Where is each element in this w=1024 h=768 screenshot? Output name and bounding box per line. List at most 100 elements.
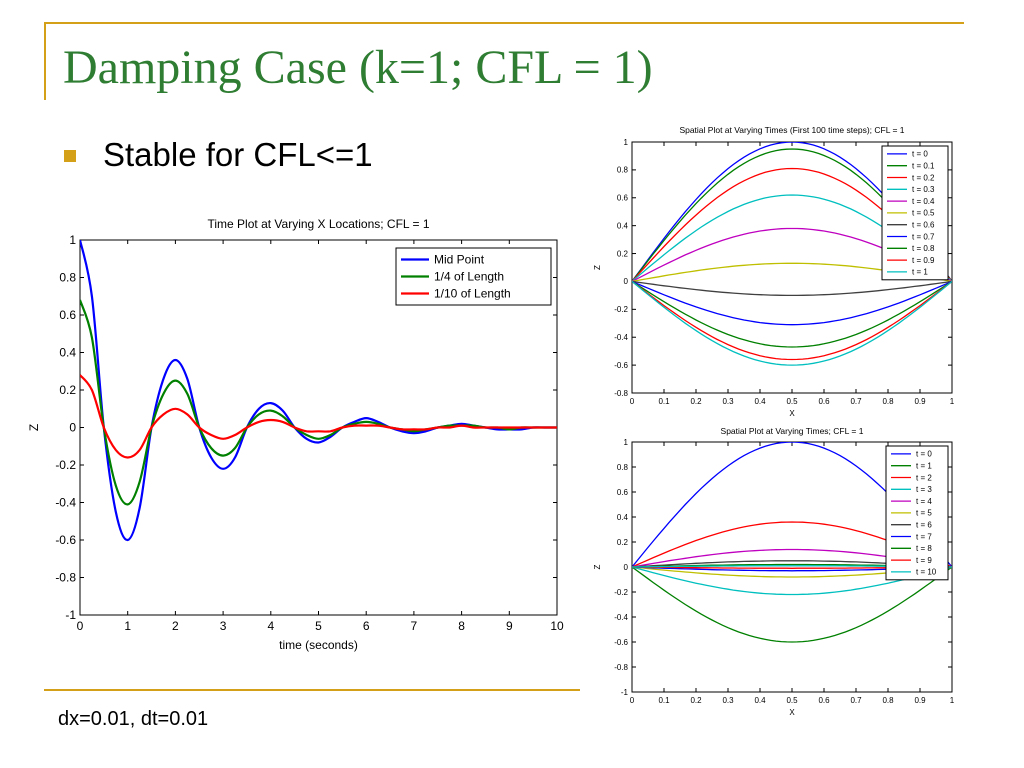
legend-label: t = 6	[916, 521, 932, 530]
time-plot-panel: Time Plot at Varying X Locations; CFL = …	[27, 212, 580, 662]
legend-label: t = 0.5	[912, 209, 935, 218]
legend-label: t = 10	[916, 568, 937, 577]
x-tick-label: 0	[630, 397, 635, 406]
y-tick-label: -0.8	[614, 389, 628, 398]
legend-label: t = 1	[912, 268, 928, 277]
legend-label: t = 3	[916, 485, 932, 494]
footer-divider	[44, 689, 580, 691]
x-tick-label: 0.8	[882, 696, 894, 705]
x-tick-label: 0.7	[850, 397, 862, 406]
x-tick-label: 3	[220, 619, 227, 633]
slide-title: Damping Case (k=1; CFL = 1)	[63, 41, 653, 94]
y-tick-label: -1	[621, 688, 629, 697]
y-tick-label: 0.6	[59, 308, 76, 322]
x-tick-label: 1	[124, 619, 131, 633]
y-tick-label: -1	[65, 608, 76, 622]
x-axis-label: X	[789, 708, 795, 717]
y-tick-label: 0	[624, 563, 629, 572]
x-tick-label: 0.2	[690, 696, 702, 705]
x-tick-label: 0.3	[722, 696, 734, 705]
chart-title: Time Plot at Varying X Locations; CFL = …	[208, 217, 430, 231]
series-line-2	[632, 566, 952, 643]
y-tick-label: 0.4	[59, 346, 76, 360]
x-tick-label: 0.4	[754, 397, 766, 406]
y-tick-label: -0.6	[55, 533, 76, 547]
x-tick-label: 0.5	[786, 696, 798, 705]
legend-label: t = 0.3	[912, 185, 935, 194]
x-tick-label: 0.7	[850, 696, 862, 705]
y-tick-label: 0.8	[59, 271, 76, 285]
y-tick-label: -0.6	[614, 638, 628, 647]
y-tick-label: 0.4	[617, 221, 629, 230]
y-tick-label: 0.2	[617, 538, 629, 547]
y-axis-label: Z	[593, 265, 602, 270]
legend-label: t = 0.7	[912, 232, 935, 241]
legend-label: t = 0.8	[912, 244, 935, 253]
y-tick-label: 0	[69, 421, 76, 435]
x-tick-label: 0.9	[914, 696, 926, 705]
chart-title: Spatial Plot at Varying Times (First 100…	[679, 125, 904, 135]
spatial-plot-chart: Spatial Plot at Varying Times; CFL = 1 0 0…	[593, 426, 955, 717]
x-tick-label: 0.5	[786, 397, 798, 406]
legend-label: t = 0	[912, 150, 928, 159]
time-plot-chart: Time Plot at Varying X Locations; CFL = …	[27, 217, 564, 652]
x-tick-label: 6	[363, 619, 370, 633]
legend-label: t = 0	[916, 450, 932, 459]
y-tick-label: 0.2	[59, 383, 76, 397]
legend-label: 1/4 of Length	[434, 270, 504, 284]
y-tick-label: 1	[69, 233, 76, 247]
title-accent-vertical	[44, 22, 46, 100]
legend-label: t = 0.1	[912, 162, 935, 171]
y-tick-label: 1	[624, 138, 629, 147]
y-tick-label: -0.4	[55, 496, 76, 510]
legend-label: t = 0.6	[912, 221, 935, 230]
y-tick-label: -0.6	[614, 361, 628, 370]
title-accent-horizontal	[44, 22, 964, 24]
y-tick-label: -0.4	[614, 333, 628, 342]
chart-title: Spatial Plot at Varying Times; CFL = 1	[721, 426, 864, 436]
series-line-10	[632, 280, 952, 361]
series-line-7	[632, 280, 952, 297]
y-tick-label: 0.2	[617, 249, 629, 258]
spatial-plot-100-steps-chart: Spatial Plot at Varying Times (First 100…	[593, 125, 955, 418]
legend-label: t = 7	[916, 532, 932, 541]
series-line-11	[632, 280, 952, 366]
x-tick-label: 0	[77, 619, 84, 633]
x-axis-label: time (seconds)	[279, 638, 358, 652]
x-tick-label: 7	[411, 619, 418, 633]
series-line-2	[80, 299, 557, 506]
legend-label: t = 0.2	[912, 173, 935, 182]
x-tick-label: 0.9	[914, 397, 926, 406]
x-tick-label: 10	[550, 619, 564, 633]
y-axis-label: Z	[28, 424, 41, 431]
y-tick-label: -0.2	[55, 458, 76, 472]
series-line-8	[632, 280, 952, 326]
x-tick-label: 0.3	[722, 397, 734, 406]
legend-label: t = 0.4	[912, 197, 935, 206]
y-tick-label: 0.8	[617, 463, 629, 472]
y-tick-label: 0.6	[617, 194, 629, 203]
x-tick-label: 0.1	[658, 397, 670, 406]
x-tick-label: 0.6	[818, 696, 830, 705]
x-tick-label: 0.2	[690, 397, 702, 406]
y-tick-label: 0	[624, 277, 629, 286]
bullet-square-icon	[64, 150, 76, 162]
legend-label: Mid Point	[434, 253, 485, 267]
legend-label: t = 4	[916, 497, 932, 506]
x-tick-label: 9	[506, 619, 513, 633]
legend-label: t = 5	[916, 509, 932, 518]
series-line-4	[632, 566, 952, 596]
y-tick-label: 0.4	[617, 513, 629, 522]
x-tick-label: 1	[950, 696, 955, 705]
x-tick-label: 1	[950, 397, 955, 406]
spatial-plot-panel: Spatial Plot at Varying Times; CFL = 1 0 0…	[592, 424, 964, 720]
x-tick-label: 0.8	[882, 397, 894, 406]
y-tick-label: 0.8	[617, 166, 629, 175]
series-line-9	[632, 280, 952, 348]
x-axis-label: X	[789, 409, 795, 418]
x-tick-label: 4	[267, 619, 274, 633]
bullet-text: Stable for CFL<=1	[103, 136, 373, 173]
x-tick-label: 0	[630, 696, 635, 705]
y-tick-label: -0.2	[614, 305, 628, 314]
y-tick-label: -0.8	[614, 663, 628, 672]
